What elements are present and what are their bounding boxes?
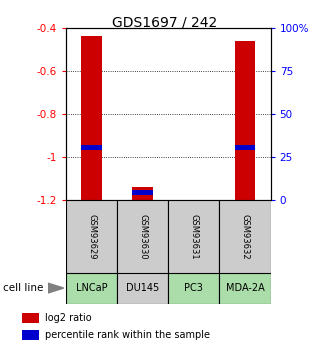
Bar <box>22 313 39 323</box>
Text: GSM93629: GSM93629 <box>87 214 96 259</box>
Text: log2 ratio: log2 ratio <box>45 313 91 323</box>
Text: MDA-2A: MDA-2A <box>226 283 264 293</box>
Text: GDS1697 / 242: GDS1697 / 242 <box>113 16 217 30</box>
Bar <box>133 190 153 195</box>
Text: LNCaP: LNCaP <box>76 283 107 293</box>
Text: GSM93632: GSM93632 <box>241 214 249 259</box>
Bar <box>235 41 255 200</box>
Bar <box>81 36 102 200</box>
FancyBboxPatch shape <box>168 273 219 304</box>
Bar <box>22 330 39 340</box>
Bar <box>133 187 153 200</box>
FancyBboxPatch shape <box>117 273 168 304</box>
FancyBboxPatch shape <box>219 200 271 273</box>
FancyBboxPatch shape <box>66 200 117 273</box>
FancyBboxPatch shape <box>219 273 271 304</box>
FancyBboxPatch shape <box>66 273 117 304</box>
Text: GSM93631: GSM93631 <box>189 214 198 259</box>
Text: PC3: PC3 <box>184 283 203 293</box>
FancyBboxPatch shape <box>168 200 219 273</box>
Bar <box>235 145 255 150</box>
Text: percentile rank within the sample: percentile rank within the sample <box>45 330 210 340</box>
FancyBboxPatch shape <box>117 200 168 273</box>
Text: DU145: DU145 <box>126 283 159 293</box>
Text: cell line: cell line <box>3 283 44 293</box>
Bar <box>81 145 102 150</box>
Text: GSM93630: GSM93630 <box>138 214 147 259</box>
Polygon shape <box>48 283 64 293</box>
